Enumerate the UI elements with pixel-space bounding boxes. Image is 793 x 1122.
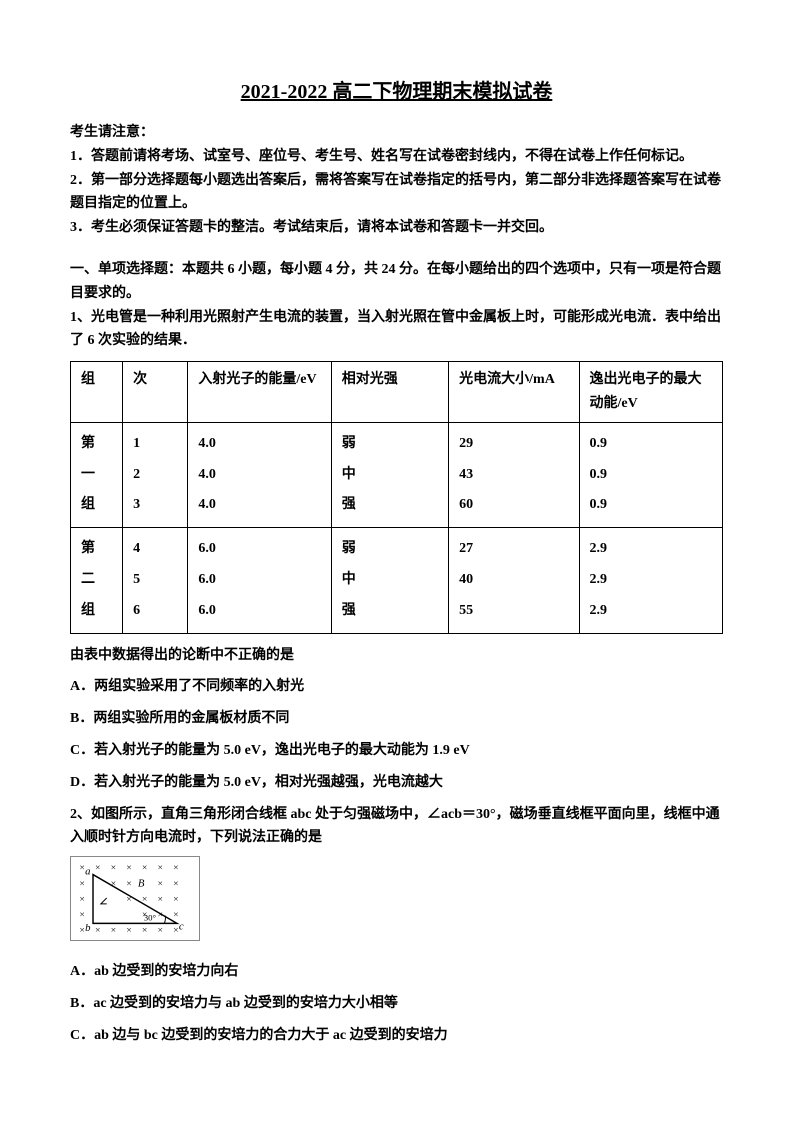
q1-text: 1、光电管是一种利用光照射产生电流的装置，当入射光照在管中金属板上时，可能形成光…: [70, 306, 723, 354]
group1-max: 0.90.90.9: [579, 422, 722, 527]
th-intensity: 相对光强: [331, 362, 448, 423]
group2-label: 第二组: [71, 528, 123, 633]
svg-text:×: ×: [95, 863, 101, 874]
group1-intensity: 弱中强: [331, 422, 448, 527]
svg-text:×: ×: [79, 894, 85, 905]
q2-text: 2、如图所示，直角三角形闭合线框 abc 处于匀强磁场中，∠acb＝30°，磁场…: [70, 803, 723, 851]
label-c: c: [179, 920, 184, 932]
section-1-header: 一、单项选择题：本题共 6 小题，每小题 4 分，共 24 分。在每小题给出的四…: [70, 258, 723, 306]
group2-current: 274055: [449, 528, 579, 633]
label-a: a: [85, 866, 90, 878]
th-energy: 入射光子的能量/eV: [188, 362, 331, 423]
th-max: 逸出光电子的最大动能/eV: [579, 362, 722, 423]
q1-stem: 由表中数据得出的论断中不正确的是: [70, 644, 723, 668]
page-title: 2021-2022 高二下物理期末模拟试卷: [70, 75, 723, 109]
svg-text:×: ×: [79, 910, 85, 921]
svg-text:×: ×: [79, 925, 85, 936]
th-trial: 次: [123, 362, 188, 423]
svg-text:×: ×: [173, 925, 179, 936]
svg-text:×: ×: [126, 925, 132, 936]
group2-max: 2.92.92.9: [579, 528, 722, 633]
svg-text:×: ×: [126, 863, 132, 874]
group1-trials: 123: [123, 422, 188, 527]
svg-text:×: ×: [157, 878, 163, 889]
q1-option-a: A．两组实验采用了不同频率的入射光: [70, 675, 723, 699]
svg-text:×: ×: [79, 863, 85, 874]
q2-option-a: A．ab 边受到的安培力向右: [70, 960, 723, 984]
notice-header: 考生请注意：: [70, 121, 723, 145]
q1-option-b: B．两组实验所用的金属板材质不同: [70, 707, 723, 731]
th-current: 光电流大小/mA: [449, 362, 579, 423]
group2-intensity: 弱中强: [331, 528, 448, 633]
svg-text:×: ×: [142, 925, 148, 936]
svg-text:×: ×: [173, 910, 179, 921]
data-table: 组 次 入射光子的能量/eV 相对光强 光电流大小/mA 逸出光电子的最大动能/…: [70, 361, 723, 633]
svg-text:×: ×: [79, 878, 85, 889]
svg-text:×: ×: [157, 894, 163, 905]
th-group: 组: [71, 362, 123, 423]
svg-text:×: ×: [126, 878, 132, 889]
q2-option-b: B．ac 边受到的安培力与 ab 边受到的安培力大小相等: [70, 992, 723, 1016]
group1-current: 294360: [449, 422, 579, 527]
svg-text:×: ×: [95, 925, 101, 936]
group2-trials: 456: [123, 528, 188, 633]
svg-text:×: ×: [157, 925, 163, 936]
svg-text:×: ×: [173, 863, 179, 874]
svg-text:×: ×: [111, 925, 117, 936]
label-b: b: [85, 922, 91, 934]
notice-item-1: 1．答题前请将考场、试室号、座位号、考生号、姓名写在试卷密封线内，不得在试卷上作…: [70, 145, 723, 169]
group1-label: 第一组: [71, 422, 123, 527]
svg-text:×: ×: [173, 894, 179, 905]
svg-text:×: ×: [173, 878, 179, 889]
notice-item-3: 3．考生必须保证答题卡的整洁。考试结束后，请将本试卷和答题卡一并交回。: [70, 216, 723, 240]
angle-label: 30°: [144, 913, 157, 923]
group2-energy: 6.06.06.0: [188, 528, 331, 633]
q1-option-d: D．若入射光子的能量为 5.0 eV，相对光强越强，光电流越大: [70, 771, 723, 795]
q2-figure: ××××××× ××××× ××××× ×××× ××××××× a b c B…: [70, 856, 723, 950]
q2-option-c: C．ab 边与 bc 边受到的安培力的合力大于 ac 边受到的安培力: [70, 1024, 723, 1048]
label-big-b: B: [138, 877, 145, 889]
notice-item-2: 2．第一部分选择题每小题选出答案后，需将答案写在试卷指定的括号内，第二部分非选择…: [70, 169, 723, 217]
q1-option-c: C．若入射光子的能量为 5.0 eV，逸出光电子的最大动能为 1.9 eV: [70, 739, 723, 763]
group1-energy: 4.04.04.0: [188, 422, 331, 527]
svg-text:×: ×: [157, 863, 163, 874]
svg-text:×: ×: [111, 863, 117, 874]
svg-text:×: ×: [142, 863, 148, 874]
